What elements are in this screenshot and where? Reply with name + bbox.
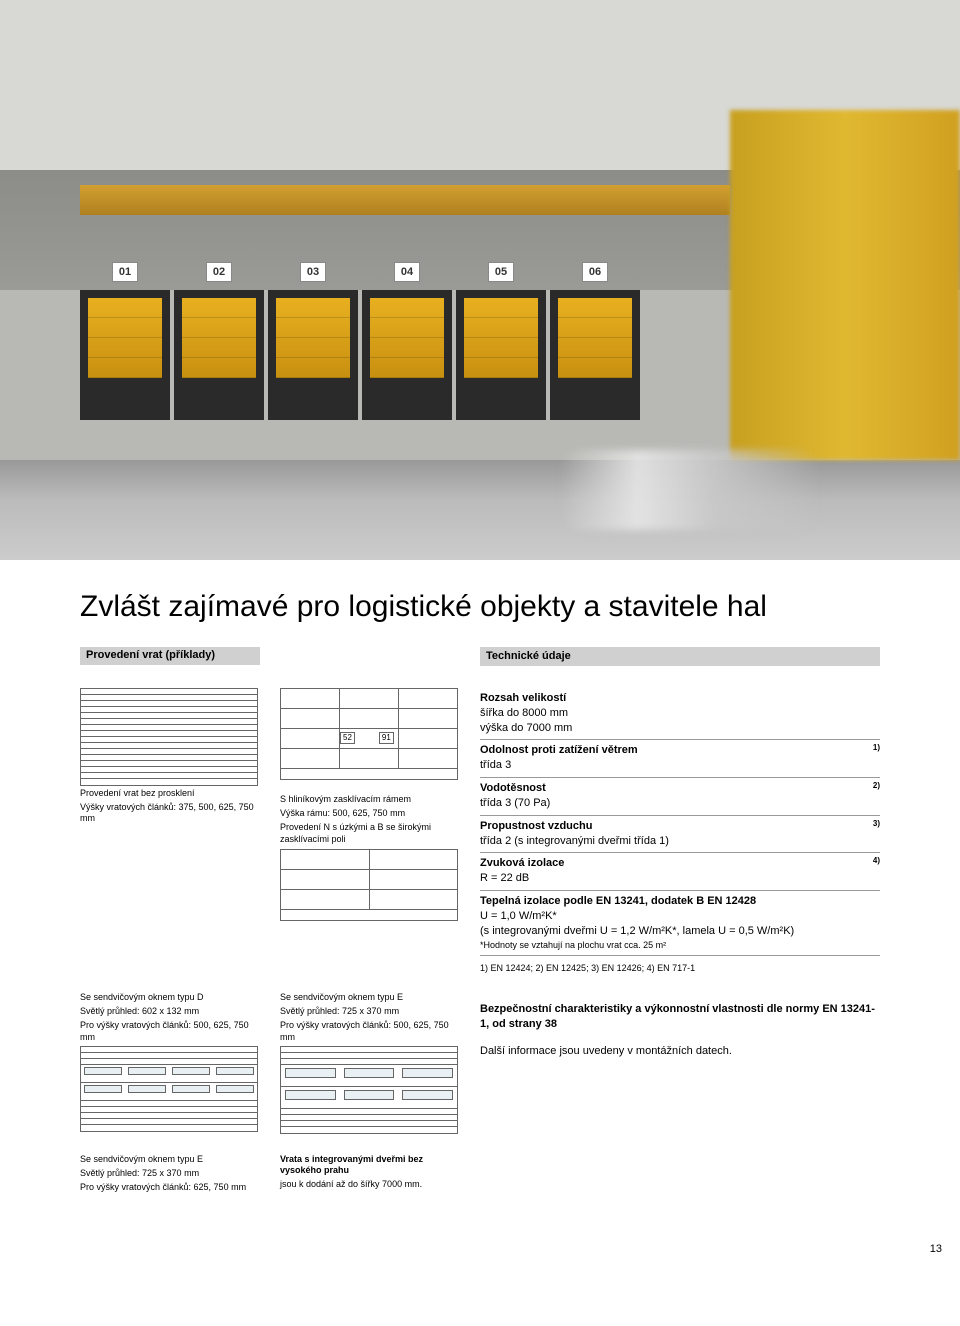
diagram-label: jsou k dodání až do šířky 7000 mm. [280,1179,460,1190]
diagram-label: Pro výšky vratových článků: 625, 750 mm [80,1182,260,1193]
diagram-alu-frame: 52 91 S hliníkovým zasklívacím rámem Výšk… [280,688,460,974]
hero-image: 01 02 03 04 05 06 [0,0,960,560]
spec-value: U = 1,0 W/m²K* [480,909,880,924]
spec-title: Tepelná izolace podle EN 13241, dodatek … [480,894,880,909]
dock-number: 06 [582,262,608,282]
diagram-label: Se sendvičovým oknem typu E [280,992,460,1003]
spec-value: výška do 7000 mm [480,721,880,736]
variants-heading: Provedení vrat (příklady) [80,647,260,665]
spec-value: třída 3 (70 Pa) [480,796,880,811]
tech-heading: Technické údaje [480,647,880,666]
diagram-label: Světlý průhled: 602 x 132 mm [80,1006,260,1017]
spec-title: Zvuková izolace [480,856,880,871]
spec-value: R = 22 dB [480,871,880,886]
truck-blur [730,110,960,460]
diagram-label: Pro výšky vratových článků: 500, 625, 75… [80,1020,260,1043]
dock-number: 02 [206,262,232,282]
diagram-window-d: Se sendvičovým oknem typu D Světlý průhl… [80,992,260,1136]
diagram-wicket-door: Vrata s integrovanými dveřmi bez vysokéh… [280,1154,460,1197]
dim-label: 52 [340,732,355,744]
spec-value: šířka do 8000 mm [480,706,880,721]
diagram-label: Se sendvičovým oknem typu D [80,992,260,1003]
dock-number: 04 [394,262,420,282]
safety-more: Další informace jsou uvedeny v montážníc… [480,1044,880,1059]
diagram-label: Výšky vratových článků: 375, 500, 625, 7… [80,802,260,825]
spec-footnote-ref: 4) [873,856,880,867]
tech-specs: Rozsah velikostí šířka do 8000 mm výška … [480,688,880,974]
page-number: 13 [0,1235,960,1269]
spec-note: *Hodnoty se vztahují na plochu vrat cca.… [480,939,880,951]
diagram-window-e-625: Se sendvičovým oknem typu E Světlý průhl… [80,1154,260,1197]
spec-value: třída 3 [480,758,880,773]
diagram-no-glazing: Provedení vrat bez prosklení Výšky vrato… [80,688,260,974]
diagram-label: Světlý průhled: 725 x 370 mm [80,1168,260,1179]
spec-title: Propustnost vzduchu [480,819,880,834]
spec-footnote-ref: 2) [873,781,880,792]
diagram-label: Výška rámu: 500, 625, 750 mm [280,808,460,819]
spec-title: Rozsah velikostí [480,691,880,706]
spec-value: třída 2 (s integrovanými dveřmi třída 1) [480,834,880,849]
dock-number: 01 [112,262,138,282]
diagram-label: Vrata s integrovanými dveřmi bez vysokéh… [280,1154,423,1175]
diagram-label: Světlý průhled: 725 x 370 mm [280,1006,460,1017]
diagram-label: S hliníkovým zasklívacím rámem [280,794,460,805]
spec-value: (s integrovanými dveřmi U = 1,2 W/m²K*, … [480,924,880,939]
dock-number: 03 [300,262,326,282]
spec-title: Vodotěsnost [480,781,880,796]
van-blur [560,450,820,530]
page-title: Zvlášt zajímavé pro logistické objekty a… [80,590,880,623]
safety-title: Bezpečnostní charakteristiky a výkonnost… [480,1002,880,1032]
footnotes: 1) EN 12424; 2) EN 12425; 3) EN 12426; 4… [480,962,880,974]
diagram-label: Se sendvičovým oknem typu E [80,1154,260,1165]
diagram-window-e: Se sendvičovým oknem typu E Světlý průhl… [280,992,460,1136]
dim-label: 91 [379,732,394,744]
dock-number: 05 [488,262,514,282]
spec-title: Odolnost proti zatížení větrem [480,743,880,758]
diagram-label: Provedení vrat bez prosklení [80,788,260,799]
diagram-label: Provedení N s úzkými a B se širokými zas… [280,822,460,845]
diagram-label: Pro výšky vratových článků: 500, 625, 75… [280,1020,460,1043]
spec-footnote-ref: 3) [873,819,880,830]
spec-footnote-ref: 1) [873,743,880,754]
safety-block: Bezpečnostní charakteristiky a výkonnost… [480,1002,880,1136]
